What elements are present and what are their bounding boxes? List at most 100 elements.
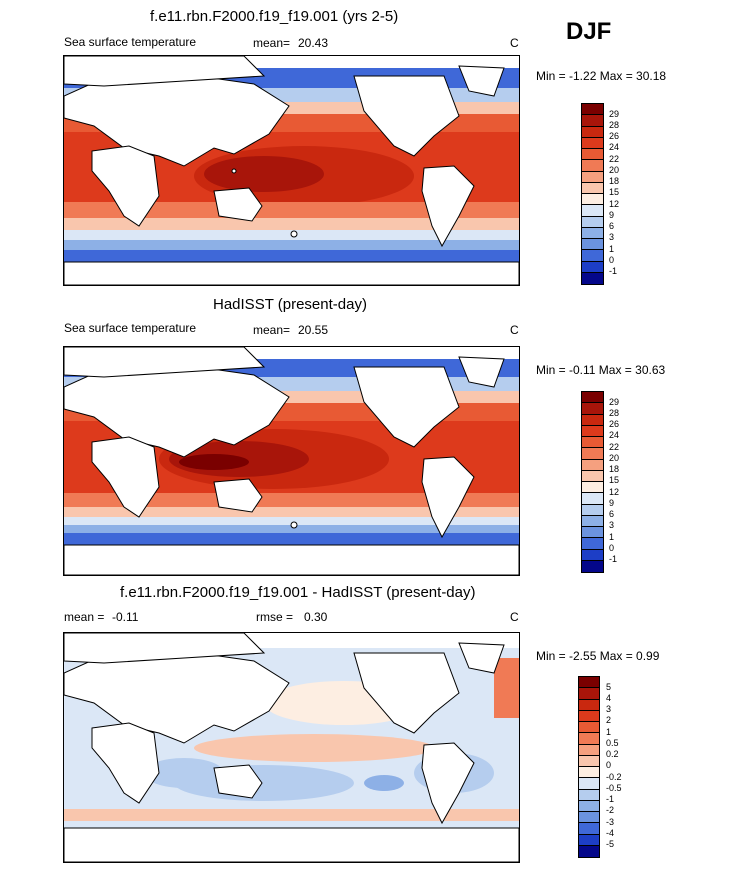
panel-2-mean-value: 20.55: [298, 323, 329, 337]
colorbar-tick-label: 2: [606, 715, 612, 725]
colorbar-tick-label: 3: [609, 520, 615, 530]
colorbar-tick-label: 0: [609, 543, 615, 553]
colorbar-tick-label: 29: [609, 109, 620, 119]
colorbar-tick-label: 20: [609, 165, 620, 175]
colorbar-swatch: [582, 250, 603, 262]
colorbar-tick-label: -1: [609, 554, 618, 564]
colorbar-swatch: [582, 272, 603, 284]
colorbar-swatch: [582, 205, 603, 217]
panel-1-units: C: [510, 36, 519, 50]
colorbar-swatch: [582, 149, 603, 161]
colorbar-swatch: [582, 171, 603, 183]
colorbar-swatch: [582, 504, 603, 516]
panel-3-mean-value: -0.11: [112, 610, 139, 624]
panel-1-min-max: Min = -1.22 Max = 30.18: [536, 69, 667, 83]
colorbar-tick-label: 0: [606, 760, 612, 770]
colorbar-swatch: [582, 459, 603, 471]
panel-2-title: HadISST (present-day): [213, 296, 367, 313]
colorbar-tick-label: -4: [606, 828, 615, 838]
colorbar-swatch: [582, 482, 603, 494]
colorbar-swatch: [582, 392, 603, 404]
panel-3-units: C: [510, 610, 519, 624]
panel-1-mean-label: mean=: [253, 36, 291, 50]
colorbar-swatch: [579, 677, 599, 689]
colorbar-swatch: [579, 722, 599, 734]
colorbar-tick-label: 6: [609, 221, 615, 231]
colorbar-swatch: [579, 789, 599, 801]
colorbar-tick-label: 28: [609, 408, 620, 418]
colorbar-swatch: [579, 778, 599, 790]
colorbar-swatch: [582, 448, 603, 460]
colorbar-swatch: [582, 227, 603, 239]
colorbar-tick-label: 3: [606, 704, 612, 714]
colorbar-tick-label: 12: [609, 487, 620, 497]
panel-2-units: C: [510, 323, 519, 337]
colorbar-tick-label: -3: [606, 817, 615, 827]
panel-1-mean-value: 20.43: [298, 36, 329, 50]
colorbar-tick-label: -0.5: [606, 783, 622, 793]
colorbar-tick-label: -1: [609, 266, 618, 276]
season-label: DJF: [566, 18, 612, 45]
colorbar-swatch: [582, 437, 603, 449]
colorbar-swatch: [582, 239, 603, 251]
panel-3-min-max: Min = -2.55 Max = 0.99: [536, 649, 660, 663]
panel-1-colorbar: [581, 103, 604, 285]
panel-3-rmse-label: rmse =: [256, 610, 294, 624]
colorbar-swatch: [579, 699, 599, 711]
colorbar-tick-label: 1: [609, 244, 615, 254]
panel-2-map: [63, 346, 520, 576]
panel-3-mean-label: mean =: [64, 610, 105, 624]
colorbar-swatch: [582, 137, 603, 149]
colorbar-swatch: [582, 216, 603, 228]
colorbar-swatch: [582, 194, 603, 206]
colorbar-swatch: [582, 425, 603, 437]
colorbar-swatch: [582, 560, 603, 572]
colorbar-tick-label: 4: [606, 693, 612, 703]
colorbar-tick-label: 28: [609, 120, 620, 130]
colorbar-swatch: [582, 527, 603, 539]
colorbar-swatch: [582, 182, 603, 194]
panel-3-colorbar: [578, 676, 600, 858]
colorbar-swatch: [582, 515, 603, 527]
panel-2-min-max: Min = -0.11 Max = 30.63: [536, 363, 666, 377]
colorbar-swatch: [579, 755, 599, 767]
colorbar-tick-label: 18: [609, 176, 620, 186]
colorbar-swatch: [582, 115, 603, 127]
colorbar-swatch: [582, 538, 603, 550]
colorbar-swatch: [579, 834, 599, 846]
colorbar-tick-label: -5: [606, 839, 615, 849]
colorbar-swatch: [579, 733, 599, 745]
colorbar-swatch: [582, 403, 603, 415]
colorbar-tick-label: 5: [606, 682, 612, 692]
colorbar-swatch: [582, 414, 603, 426]
colorbar-swatch: [582, 104, 603, 116]
colorbar-tick-label: -0.2: [606, 772, 622, 782]
colorbar-tick-label: 9: [609, 210, 615, 220]
panel-1-title: f.e11.rbn.F2000.f19_f19.001 (yrs 2-5): [150, 8, 399, 25]
colorbar-swatch: [579, 744, 599, 756]
colorbar-tick-label: 3: [609, 232, 615, 242]
colorbar-tick-label: 29: [609, 397, 620, 407]
colorbar-swatch: [579, 710, 599, 722]
panel-3-title: f.e11.rbn.F2000.f19_f19.001 - HadISST (p…: [120, 584, 476, 601]
colorbar-tick-label: -2: [606, 805, 615, 815]
colorbar-swatch: [582, 549, 603, 561]
panel-2-colorbar: [581, 391, 604, 573]
panel-2-mean-label: mean=: [253, 323, 291, 337]
colorbar-swatch: [579, 767, 599, 779]
panel-1-map: [63, 55, 520, 286]
panel-3-rmse-value: 0.30: [304, 610, 328, 624]
colorbar-swatch: [582, 160, 603, 172]
colorbar-tick-label: 22: [609, 442, 620, 452]
colorbar-swatch: [582, 470, 603, 482]
colorbar-tick-label: -1: [606, 794, 615, 804]
colorbar-swatch: [579, 812, 599, 824]
colorbar-tick-label: 1: [609, 532, 615, 542]
colorbar-tick-label: 6: [609, 509, 615, 519]
colorbar-tick-label: 22: [609, 154, 620, 164]
colorbar-swatch: [579, 823, 599, 835]
colorbar-tick-label: 12: [609, 199, 620, 209]
colorbar-tick-label: 15: [609, 187, 620, 197]
colorbar-swatch: [582, 261, 603, 273]
colorbar-swatch: [582, 126, 603, 138]
